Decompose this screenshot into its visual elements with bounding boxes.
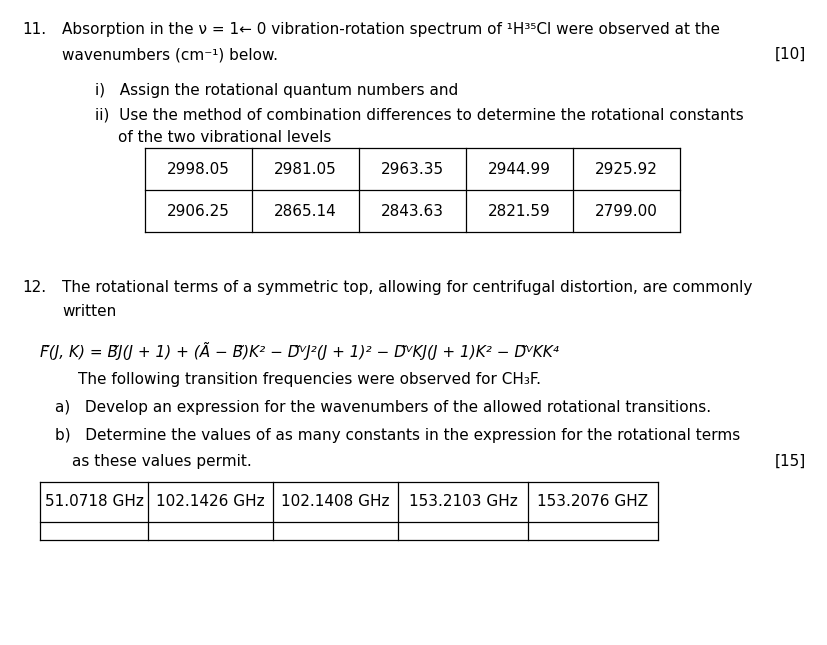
Text: [15]: [15] xyxy=(774,454,805,469)
Text: 11.: 11. xyxy=(22,22,46,37)
Text: The rotational terms of a symmetric top, allowing for centrifugal distortion, ar: The rotational terms of a symmetric top,… xyxy=(62,280,752,295)
Text: 2925.92: 2925.92 xyxy=(595,161,657,177)
Text: The following transition frequencies were observed for CH₃F.: The following transition frequencies wer… xyxy=(78,372,540,387)
Text: of the two vibrational levels: of the two vibrational levels xyxy=(118,130,331,145)
Text: F̃(J, K) = B̃J(J + 1) + (Ã − B̃)K² − D̃ⱽJ²(J + 1)² − D̃ⱽKJ(J + 1)K² − D̃ⱽKK⁴: F̃(J, K) = B̃J(J + 1) + (Ã − B̃)K² − D̃ⱽ… xyxy=(40,342,558,360)
Text: 2821.59: 2821.59 xyxy=(488,204,550,219)
Text: 102.1408 GHz: 102.1408 GHz xyxy=(281,495,390,510)
Text: 2906.25: 2906.25 xyxy=(167,204,230,219)
Text: b)   Determine the values of as many constants in the expression for the rotatio: b) Determine the values of as many const… xyxy=(55,428,739,443)
Text: 153.2103 GHz: 153.2103 GHz xyxy=(409,495,517,510)
Text: Absorption in the ν = 1← 0 vibration-rotation spectrum of ¹H³⁵Cl were observed a: Absorption in the ν = 1← 0 vibration-rot… xyxy=(62,22,719,37)
Text: 2799.00: 2799.00 xyxy=(595,204,657,219)
Text: 102.1426 GHz: 102.1426 GHz xyxy=(156,495,265,510)
Text: 2865.14: 2865.14 xyxy=(274,204,337,219)
Text: 2944.99: 2944.99 xyxy=(487,161,550,177)
Text: 2963.35: 2963.35 xyxy=(380,161,443,177)
Text: written: written xyxy=(62,304,116,319)
Text: 2981.05: 2981.05 xyxy=(274,161,337,177)
Text: ii)  Use the method of combination differences to determine the rotational const: ii) Use the method of combination differ… xyxy=(95,108,743,123)
Text: 12.: 12. xyxy=(22,280,46,295)
Text: a)   Develop an expression for the wavenumbers of the allowed rotational transit: a) Develop an expression for the wavenum… xyxy=(55,400,710,415)
Text: i)   Assign the rotational quantum numbers and: i) Assign the rotational quantum numbers… xyxy=(95,83,457,98)
Text: 2998.05: 2998.05 xyxy=(167,161,230,177)
Text: 153.2076 GHZ: 153.2076 GHZ xyxy=(537,495,648,510)
Text: 2843.63: 2843.63 xyxy=(380,204,443,219)
Text: [10]: [10] xyxy=(774,47,805,62)
Text: as these values permit.: as these values permit. xyxy=(72,454,251,469)
Text: 51.0718 GHz: 51.0718 GHz xyxy=(45,495,143,510)
Text: wavenumbers (cm⁻¹) below.: wavenumbers (cm⁻¹) below. xyxy=(62,47,278,62)
